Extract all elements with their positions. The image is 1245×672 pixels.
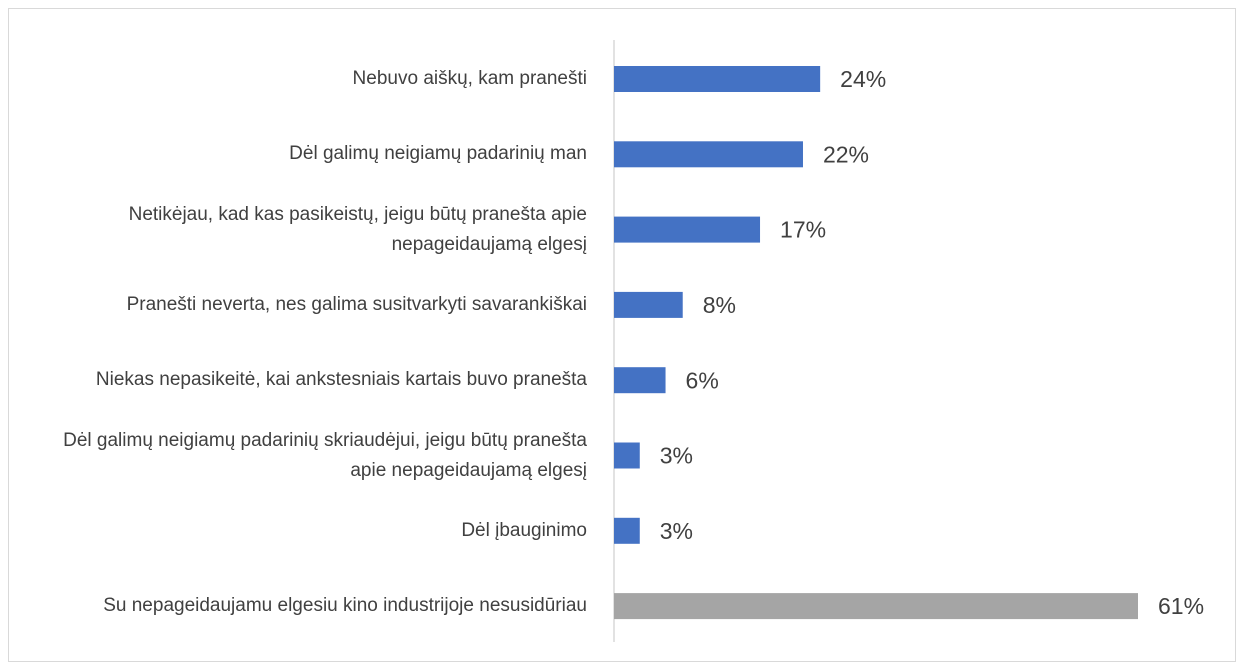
chart-frame (8, 8, 1236, 662)
category-text: Netikėjau, kad kas pasikeistų, jeigu būt… (128, 203, 587, 255)
value-label: 22% (823, 141, 869, 167)
category-text: Niekas nepasikeitė, kai ankstesniais kar… (95, 369, 587, 391)
category-label: Su nepageidaujamu elgesiu kino industrij… (20, 571, 587, 641)
bar (614, 593, 1138, 620)
bar (614, 141, 803, 168)
category-text: Su nepageidaujamu elgesiu kino industrij… (103, 595, 587, 617)
category-label: Dėl įbauginimo (20, 496, 587, 566)
value-label: 3% (660, 443, 693, 469)
category-text: Nebuvo aiškų, kam pranešti (352, 68, 587, 89)
value-label: 24% (840, 66, 886, 92)
category-label: Netikėjau, kad kas pasikeistų, jeigu būt… (20, 195, 587, 265)
value-label: 8% (703, 292, 736, 318)
bar (614, 291, 683, 318)
value-label: 3% (660, 518, 693, 544)
value-label: 6% (686, 367, 719, 393)
value-label: 17% (780, 217, 826, 243)
category-label: Nebuvo aiškų, kam pranešti (20, 44, 587, 114)
category-label: Niekas nepasikeitė, kai ankstesniais kar… (20, 345, 587, 415)
category-text: Dėl galimų neigiamų padarinių man (289, 143, 587, 165)
category-text: Dėl galimų neigiamų padarinių skriaudėju… (63, 429, 587, 481)
category-label: Dėl galimų neigiamų padarinių man (20, 119, 587, 189)
category-label: Pranešti neverta, nes galima susitvarkyt… (20, 270, 587, 340)
category-label: Dėl galimų neigiamų padarinių skriaudėju… (20, 421, 587, 491)
bar (614, 66, 821, 92)
bar (614, 517, 640, 544)
value-label: 61% (1158, 593, 1204, 619)
category-text: Dėl įbauginimo (461, 519, 587, 541)
bar (614, 442, 640, 469)
bar (614, 216, 761, 243)
category-text: Pranešti neverta, nes galima susitvarkyt… (126, 293, 587, 315)
bar (614, 367, 666, 394)
